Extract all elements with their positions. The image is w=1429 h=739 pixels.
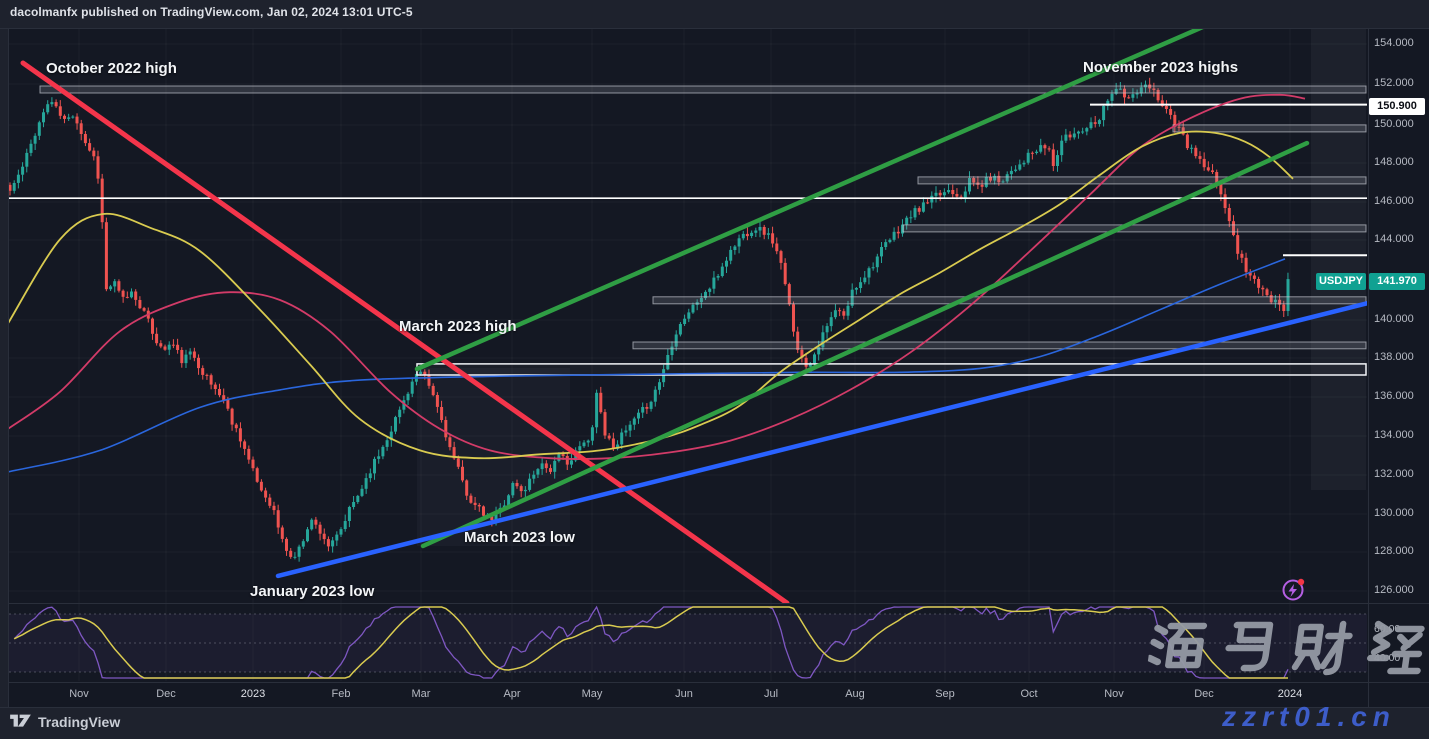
price-axis-label: 152.000 bbox=[1374, 77, 1414, 89]
time-axis-label: Jul bbox=[763, 688, 779, 700]
price-axis-label: 150.000 bbox=[1374, 118, 1414, 130]
time-axis-label: Dec bbox=[1194, 688, 1214, 700]
ma-blue bbox=[9, 258, 1286, 473]
last-price-value-tag: 141.970 bbox=[1369, 273, 1425, 290]
time-axis-label: 2023 bbox=[240, 688, 266, 700]
time-axis-label: Dec bbox=[156, 688, 176, 700]
ma-yellow bbox=[9, 130, 1294, 460]
ascending-blue bbox=[275, 301, 1367, 579]
time-axis-label: Nov bbox=[69, 688, 89, 700]
time-axis-label: Apr bbox=[503, 688, 521, 700]
watermark-cjk-logo bbox=[1146, 620, 1425, 676]
144.5-zone bbox=[902, 224, 1367, 233]
price-axis-label: 132.000 bbox=[1374, 468, 1414, 480]
october-2022-high-zone bbox=[39, 85, 1367, 94]
last-price-symbol-tag: USDJPY bbox=[1316, 273, 1366, 290]
price-axis-label: 140.000 bbox=[1374, 313, 1414, 325]
price-axis-label: 128.000 bbox=[1374, 545, 1414, 557]
price-axis-label: 130.000 bbox=[1374, 507, 1414, 519]
channel-green-upper bbox=[414, 29, 1204, 372]
price-axis-label: 154.000 bbox=[1374, 37, 1414, 49]
tradingview-logo[interactable]: TradingView bbox=[10, 712, 120, 731]
cjk-char-jing bbox=[1367, 620, 1425, 675]
price-axis-label: 126.000 bbox=[1374, 584, 1414, 596]
flash-circle-icon bbox=[1282, 579, 1304, 601]
marked-price-tag: 150.900 bbox=[1369, 98, 1425, 115]
chart-annotation: March 2023 high bbox=[399, 318, 517, 335]
price-axis-label: 144.000 bbox=[1374, 233, 1414, 245]
channel-green-lower bbox=[420, 140, 1310, 549]
notification-dot bbox=[1297, 578, 1305, 586]
time-axis-label: May bbox=[581, 688, 603, 700]
price-axis[interactable] bbox=[1368, 28, 1429, 682]
price-axis-label: 136.000 bbox=[1374, 390, 1414, 402]
time-axis-label: Oct bbox=[1020, 688, 1038, 700]
149.9-zone bbox=[1172, 124, 1367, 133]
chart-annotation: March 2023 low bbox=[464, 529, 575, 546]
price-axis-label: 148.000 bbox=[1374, 156, 1414, 168]
time-axis-label: Jun bbox=[675, 688, 693, 700]
tradingview-glyph-icon bbox=[10, 714, 31, 727]
cjk-char-ma bbox=[1225, 621, 1274, 672]
chart-annotation: October 2022 high bbox=[46, 60, 177, 77]
price-axis-label: 146.000 bbox=[1374, 195, 1414, 207]
chart-annotation: January 2023 low bbox=[250, 583, 375, 600]
publish-attribution: dacolmanfx published on TradingView.com,… bbox=[10, 5, 413, 19]
chart-annotation: November 2023 highs bbox=[1083, 59, 1239, 76]
cjk-char-cai bbox=[1291, 620, 1353, 676]
time-axis-label: 2024 bbox=[1277, 688, 1303, 700]
141.0-zone bbox=[652, 296, 1367, 305]
rsi-ma-line bbox=[13, 606, 1288, 679]
time-axis-label: Aug bbox=[845, 688, 865, 700]
time-axis-label: Mar bbox=[411, 688, 431, 700]
price-axis-label: 134.000 bbox=[1374, 429, 1414, 441]
cjk-char-hai bbox=[1146, 622, 1208, 669]
time-axis[interactable] bbox=[8, 682, 1368, 707]
price-axis-label: 138.000 bbox=[1374, 351, 1414, 363]
ideas-flash-icon[interactable] bbox=[1280, 576, 1307, 603]
time-axis-label: Sep bbox=[935, 688, 955, 700]
time-axis-label: Nov bbox=[1104, 688, 1124, 700]
147.0-zone bbox=[917, 176, 1367, 185]
ma-pink bbox=[9, 93, 1306, 460]
lightning-bolt-icon bbox=[1288, 584, 1297, 597]
chart-background bbox=[8, 28, 1429, 707]
descending-red bbox=[20, 60, 790, 603]
watermark-url: zzrt01.cn bbox=[1222, 701, 1396, 732]
time-axis-label: Feb bbox=[331, 688, 351, 700]
138.5-zone bbox=[632, 341, 1367, 350]
tradingview-brand-text: TradingView bbox=[38, 713, 121, 730]
